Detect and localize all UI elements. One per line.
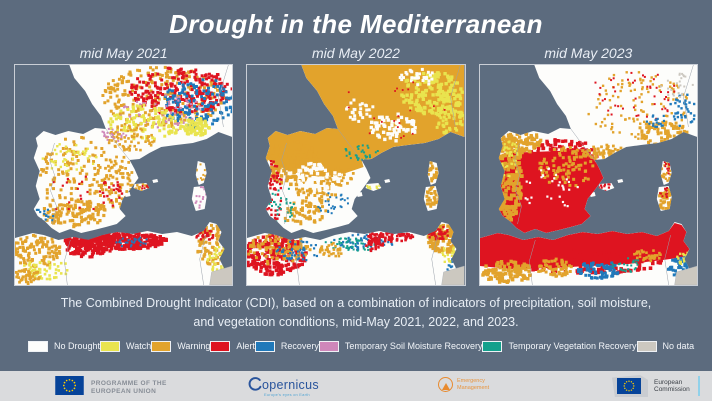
legend-item-temp_soil: Temporary Soil Moisture Recovery (318, 340, 483, 352)
legend-label-watch: Watch (126, 341, 152, 351)
eu-programme-logo: PROGRAMME OF THE EUROPEAN UNION (55, 376, 167, 400)
drought-map-2021 (15, 65, 233, 285)
legend-swatch-temp_soil (318, 340, 339, 352)
drought-map-2022 (247, 65, 465, 285)
map-box-2022 (246, 64, 466, 286)
eu-flag-icon (55, 376, 84, 400)
legend-swatch-no_drought (28, 340, 48, 352)
eu-programme-text: PROGRAMME OF THE EUROPEAN UNION (91, 380, 167, 395)
european-commission-logo: European Commission (612, 375, 701, 397)
copernicus-tagline: Europe's eyes on Earth (264, 392, 310, 397)
panel-label-2023: mid May 2023 (544, 45, 633, 61)
panel-label-2022: mid May 2022 (312, 45, 400, 61)
legend-item-warning: Warning (151, 340, 211, 352)
map-box-2021 (14, 64, 234, 286)
panel-2022: mid May 2022 (246, 45, 466, 286)
legend-label-temp_veg: Temporary Vegetation Recovery (508, 341, 637, 351)
legend: No Drought Watch Warning Alert Recovery Tempo… (0, 340, 712, 352)
legend-item-no_data: No data (636, 340, 695, 352)
footer: PROGRAMME OF THE EUROPEAN UNION opernicu… (0, 371, 712, 401)
ec-accent-bar (697, 376, 701, 396)
drought-map-2023 (479, 65, 697, 285)
legend-swatch-warning (151, 340, 172, 352)
legend-label-no_data: No data (662, 341, 695, 351)
ec-flag-icon (612, 375, 648, 397)
copernicus-swirl-icon (248, 377, 262, 391)
caption: The Combined Drought Indicator (CDI), ba… (0, 294, 712, 332)
legend-label-alert: Alert (236, 341, 255, 351)
ec-text: European Commission (654, 378, 690, 394)
panel-2023: mid May 2023 (478, 45, 698, 286)
legend-label-warning: Warning (177, 341, 211, 351)
maps-row: mid May 2021 mid May 2022 mid May 2023 (0, 45, 712, 286)
legend-swatch-alert (210, 340, 231, 352)
copernicus-logo: opernicus Europe's eyes on Earth (248, 377, 319, 397)
legend-item-no_drought: No Drought (28, 340, 101, 352)
legend-label-no_drought: No Drought (54, 341, 101, 351)
legend-swatch-no_data (636, 340, 657, 352)
legend-item-temp_veg: Temporary Vegetation Recovery (482, 340, 637, 352)
legend-swatch-watch (100, 340, 121, 352)
legend-label-recovery: Recovery (280, 341, 319, 351)
ems-text: Emergency Management (457, 378, 490, 391)
legend-swatch-temp_veg (482, 340, 503, 352)
caption-line-1: The Combined Drought Indicator (CDI), ba… (60, 296, 652, 310)
caption-line-2: and vegetation conditions, mid-May 2021,… (193, 314, 519, 329)
copernicus-wordmark: opernicus (262, 377, 319, 392)
legend-item-watch: Watch (100, 340, 152, 352)
legend-swatch-recovery (254, 340, 275, 352)
panel-2021: mid May 2021 (14, 45, 234, 286)
legend-item-recovery: Recovery (254, 340, 319, 352)
map-box-2023 (478, 64, 698, 286)
legend-item-alert: Alert (210, 340, 255, 352)
emergency-management-logo: Emergency Management (438, 377, 489, 392)
page-title: Drought in the Mediterranean (169, 9, 543, 39)
panel-label-2021: mid May 2021 (79, 45, 168, 61)
legend-label-temp_soil: Temporary Soil Moisture Recovery (344, 341, 483, 351)
ems-mountain-icon (438, 377, 453, 392)
